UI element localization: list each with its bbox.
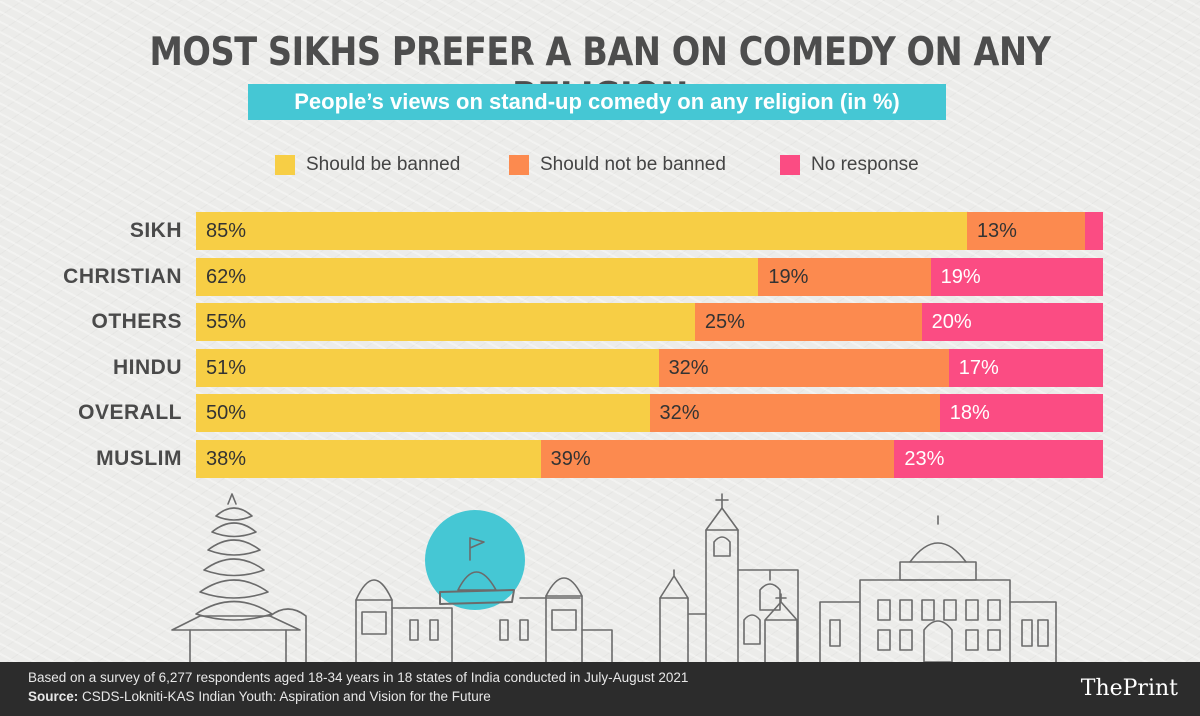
data-label: 18%	[949, 402, 990, 424]
bar-row: 62% 19% 19%	[196, 258, 1103, 296]
tower-drawing	[171, 493, 307, 662]
row-label: MUSLIM	[96, 447, 182, 470]
legend-label-no-response: No response	[811, 154, 919, 175]
data-label: 38%	[206, 448, 247, 470]
data-label: 17%	[958, 357, 999, 379]
brand-logo: ThePrint	[1080, 676, 1178, 701]
bar-segment-banned: 85%	[196, 212, 967, 250]
footer-source: Source: CSDS-Lokniti-KAS Indian Youth: A…	[28, 689, 491, 704]
bar-segment-not-banned: 19%	[758, 258, 931, 296]
legend-swatch-banned	[275, 155, 295, 175]
data-label: 13%	[976, 220, 1017, 242]
legend-label-banned: Should be banned	[306, 154, 461, 175]
bar-row: 85% 13%	[196, 212, 1103, 250]
data-label: 32%	[668, 357, 709, 379]
source-label: Source:	[28, 689, 79, 704]
row-label: OVERALL	[78, 401, 182, 424]
footer-note: Based on a survey of 6,277 respondents a…	[28, 670, 689, 685]
legend-swatch-no-response	[780, 155, 800, 175]
bar-row: 38% 39% 23%	[196, 440, 1103, 478]
data-label: 20%	[931, 311, 972, 333]
legend-item-no-response: No response	[780, 154, 919, 176]
data-label: 19%	[768, 266, 809, 288]
bar-segment-banned: 55%	[196, 303, 695, 341]
bar-segment-banned: 51%	[196, 349, 659, 387]
bar-segment-no-response: 17%	[948, 349, 1103, 387]
legend: Should be banned Should not be banned No…	[0, 154, 1200, 180]
row-label: OTHERS	[91, 310, 182, 333]
bar-row: 51% 32% 17%	[196, 349, 1103, 387]
data-label: 62%	[206, 266, 247, 288]
row-label: HINDU	[113, 356, 182, 379]
bar-segment-banned: 38%	[196, 440, 541, 478]
bar-row: 50% 32% 18%	[196, 394, 1103, 432]
bar-segment-no-response: 19%	[930, 258, 1103, 296]
data-label: 51%	[206, 357, 247, 379]
row-label: SIKH	[129, 219, 182, 242]
bar-segment-no-response: 23%	[894, 440, 1103, 478]
mosque-drawing	[355, 510, 613, 662]
bar-segment-no-response: 20%	[921, 303, 1103, 341]
legend-label-not-banned: Should not be banned	[540, 154, 726, 175]
data-label: 50%	[206, 402, 247, 424]
bar-segment-no-response	[1084, 212, 1103, 250]
chart-title: MOST SIKHS PREFER A BAN ON COMEDY ON ANY…	[149, 30, 1051, 120]
bar-segment-not-banned: 13%	[966, 212, 1085, 250]
data-label: 19%	[940, 266, 981, 288]
bar-segment-no-response: 18%	[939, 394, 1103, 432]
data-label: 55%	[206, 311, 247, 333]
palace-drawing	[819, 515, 1057, 662]
legend-item-banned: Should be banned	[275, 154, 460, 176]
skyline-illustration	[171, 493, 1057, 662]
data-label: 23%	[904, 448, 945, 470]
bar-row: 55% 25% 20%	[196, 303, 1103, 341]
church-drawing	[659, 493, 799, 662]
footer: Based on a survey of 6,277 respondents a…	[0, 662, 1200, 716]
source-text: CSDS-Lokniti-KAS Indian Youth: Aspiratio…	[82, 689, 491, 704]
bar-segment-not-banned: 25%	[694, 303, 922, 341]
row-label: CHRISTIAN	[63, 265, 182, 288]
data-label: 85%	[206, 220, 247, 242]
data-label: 39%	[550, 448, 591, 470]
bar-segment-not-banned: 39%	[540, 440, 895, 478]
chart-subtitle: People’s views on stand-up comedy on any…	[248, 84, 946, 120]
bar-segment-not-banned: 32%	[649, 394, 940, 432]
legend-item-not-banned: Should not be banned	[509, 154, 726, 176]
bar-segment-not-banned: 32%	[658, 349, 949, 387]
bar-segment-banned: 50%	[196, 394, 650, 432]
legend-swatch-not-banned	[509, 155, 529, 175]
data-label: 32%	[659, 402, 700, 424]
bar-segment-banned: 62%	[196, 258, 759, 296]
data-label: 25%	[704, 311, 745, 333]
